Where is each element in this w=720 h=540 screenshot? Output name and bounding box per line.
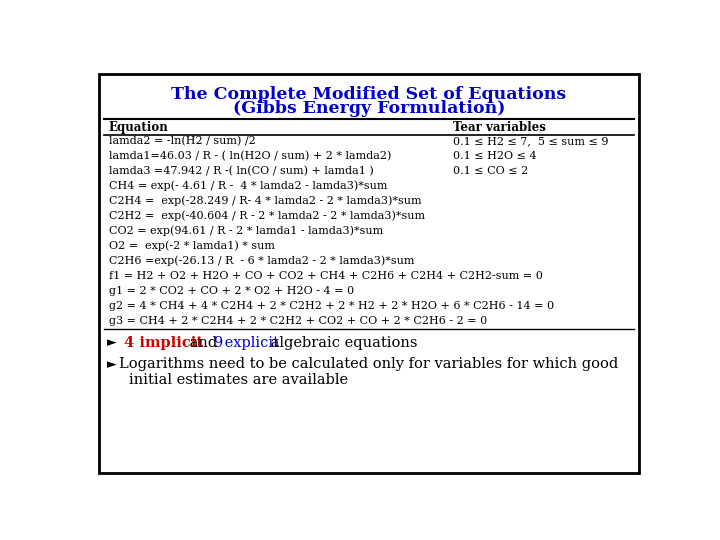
Text: C2H2 =  exp(-40.604 / R - 2 * lamda2 - 2 * lamda3)*sum: C2H2 = exp(-40.604 / R - 2 * lamda2 - 2 …: [109, 211, 425, 221]
Text: 0.1 ≤ H2O ≤ 4: 0.1 ≤ H2O ≤ 4: [453, 151, 536, 161]
Text: algebraic equations: algebraic equations: [266, 336, 418, 350]
Text: explicit: explicit: [220, 336, 279, 350]
Text: 4 implicit: 4 implicit: [120, 336, 204, 350]
Text: 0.1 ≤ CO ≤ 2: 0.1 ≤ CO ≤ 2: [453, 166, 528, 176]
Text: 0.1 ≤ H2 ≤ 7,  5 ≤ sum ≤ 9: 0.1 ≤ H2 ≤ 7, 5 ≤ sum ≤ 9: [453, 136, 608, 146]
Text: g2 = 4 * CH4 + 4 * C2H4 + 2 * C2H2 + 2 * H2 + 2 * H2O + 6 * C2H6 - 14 = 0: g2 = 4 * CH4 + 4 * C2H4 + 2 * C2H2 + 2 *…: [109, 301, 554, 311]
FancyBboxPatch shape: [99, 74, 639, 473]
Text: C2H6 =exp(-26.13 / R  - 6 * lamda2 - 2 * lamda3)*sum: C2H6 =exp(-26.13 / R - 6 * lamda2 - 2 * …: [109, 256, 414, 266]
Text: The Complete Modified Set of Equations: The Complete Modified Set of Equations: [171, 85, 567, 103]
Text: and: and: [184, 336, 222, 350]
Text: lamda2 = -ln(H2 / sum) /2: lamda2 = -ln(H2 / sum) /2: [109, 136, 256, 146]
Text: f1 = H2 + O2 + H2O + CO + CO2 + CH4 + C2H6 + C2H4 + C2H2-sum = 0: f1 = H2 + O2 + H2O + CO + CO2 + CH4 + C2…: [109, 271, 542, 281]
Text: lamda1=46.03 / R - ( ln(H2O / sum) + 2 * lamda2): lamda1=46.03 / R - ( ln(H2O / sum) + 2 *…: [109, 151, 391, 161]
Text: CO2 = exp(94.61 / R - 2 * lamda1 - lamda3)*sum: CO2 = exp(94.61 / R - 2 * lamda1 - lamda…: [109, 226, 383, 237]
Text: Equation: Equation: [109, 120, 168, 134]
Text: ►: ►: [107, 336, 117, 349]
Text: O2 =  exp(-2 * lamda1) * sum: O2 = exp(-2 * lamda1) * sum: [109, 241, 274, 252]
Text: Logarithms need to be calculated only for variables for which good: Logarithms need to be calculated only fo…: [120, 357, 618, 372]
Text: lamda3 =47.942 / R -( ln(CO / sum) + lamda1 ): lamda3 =47.942 / R -( ln(CO / sum) + lam…: [109, 166, 374, 176]
Text: (Gibbs Energy Formulation): (Gibbs Energy Formulation): [233, 100, 505, 117]
Text: C2H4 =  exp(-28.249 / R- 4 * lamda2 - 2 * lamda3)*sum: C2H4 = exp(-28.249 / R- 4 * lamda2 - 2 *…: [109, 196, 421, 206]
Text: ►: ►: [107, 358, 117, 371]
Text: 9: 9: [213, 336, 222, 350]
Text: CH4 = exp(- 4.61 / R -  4 * lamda2 - lamda3)*sum: CH4 = exp(- 4.61 / R - 4 * lamda2 - lamd…: [109, 181, 387, 191]
Text: initial estimates are available: initial estimates are available: [129, 373, 348, 387]
Text: g3 = CH4 + 2 * C2H4 + 2 * C2H2 + CO2 + CO + 2 * C2H6 - 2 = 0: g3 = CH4 + 2 * C2H4 + 2 * C2H2 + CO2 + C…: [109, 316, 487, 326]
Text: Tear variables: Tear variables: [453, 120, 546, 134]
Text: g1 = 2 * CO2 + CO + 2 * O2 + H2O - 4 = 0: g1 = 2 * CO2 + CO + 2 * O2 + H2O - 4 = 0: [109, 286, 354, 296]
